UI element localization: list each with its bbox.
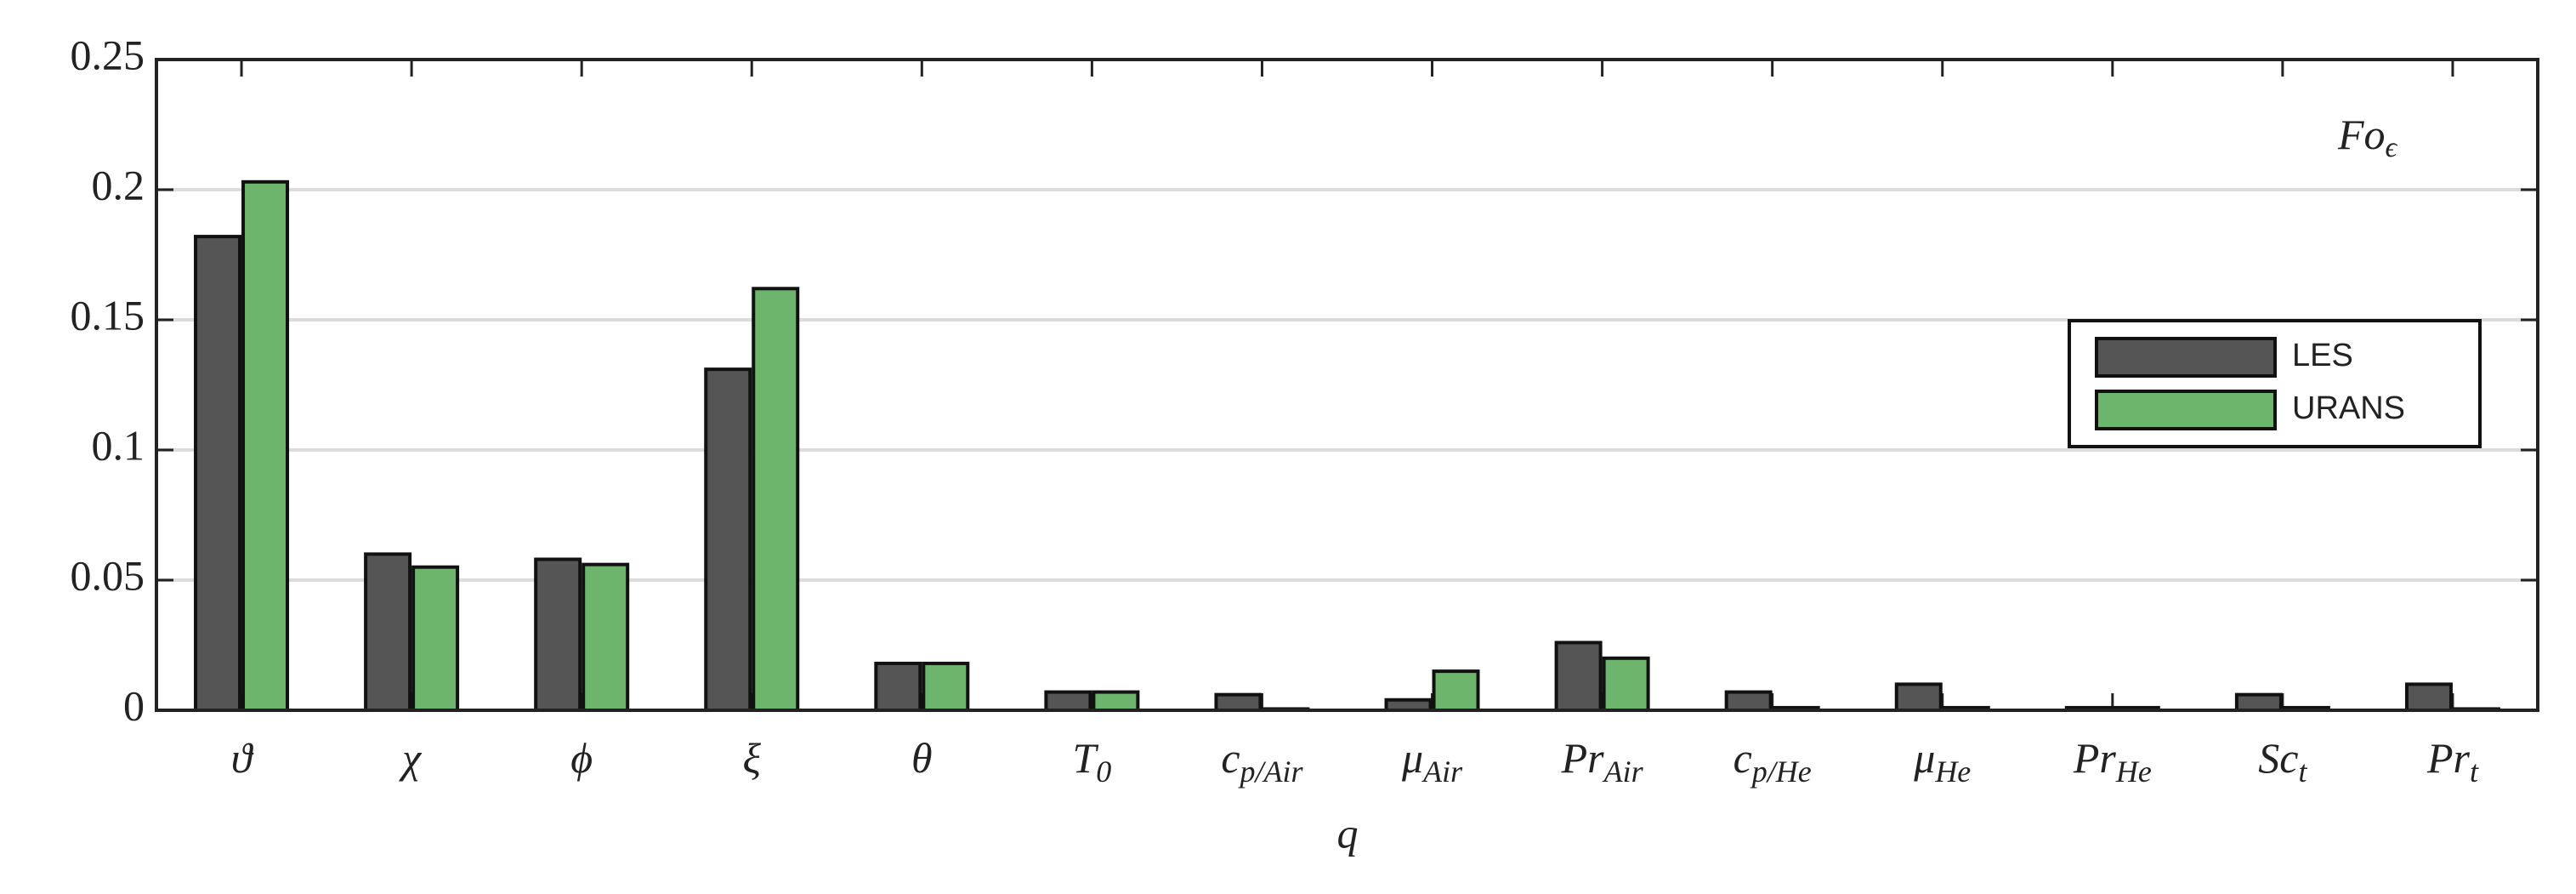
x-axis-label: q (1337, 809, 1359, 857)
x-tick-label-text: μ (1401, 734, 1423, 782)
x-tick-label: χ (399, 734, 423, 782)
x-tick-label-text: Pr (2426, 734, 2471, 782)
bar (1602, 656, 1650, 712)
x-tick-label-text: ϑ (231, 734, 254, 782)
y-tick-label: 0.2 (92, 161, 145, 208)
bar (704, 367, 752, 712)
x-tick-label-sub: He (2115, 754, 2152, 789)
x-tick-label: Prt (2426, 734, 2479, 789)
x-tick-label-text: θ (911, 734, 933, 782)
y-tick-label: 0.25 (71, 31, 145, 78)
x-tick-label-text: Pr (2073, 734, 2117, 782)
y-tick-label: 0.1 (92, 421, 145, 469)
x-tick-label-text: c (1733, 734, 1752, 782)
legend-swatch (2095, 390, 2277, 430)
bar (1554, 641, 1603, 712)
bar (1214, 692, 1262, 713)
x-tick-label: μAir (1401, 734, 1463, 789)
x-tick-label-sub: 0 (1096, 754, 1111, 789)
x-tick-label: μHe (1913, 734, 1971, 789)
x-tick-label: PrAir (1561, 734, 1644, 789)
x-tick-label-text: ϕ (570, 734, 593, 782)
annotation-text: Fo (2337, 111, 2386, 158)
y-tick-label: 0 (123, 681, 145, 729)
x-tick-label: ϑ (231, 734, 254, 782)
x-tick-label-text: Sc (2258, 734, 2298, 782)
bar (2404, 682, 2453, 713)
x-tick-label: ξ (743, 734, 762, 782)
y-tick-label: 0.05 (71, 551, 145, 599)
bar (194, 235, 242, 712)
bar (1092, 690, 1140, 713)
x-tick-label-text: ξ (743, 734, 762, 782)
bar (874, 661, 922, 712)
y-tick-label: 0.15 (71, 291, 145, 339)
x-tick-label: ϕ (570, 734, 593, 782)
x-tick-label-text: Pr (1561, 734, 1605, 782)
bar (364, 552, 412, 713)
x-tick-label-text: χ (399, 734, 423, 782)
x-tick-label-sub: p/Air (1238, 754, 1304, 789)
bar (1044, 690, 1092, 713)
x-tick-label-text: μ (1913, 734, 1935, 782)
x-tick-label-sub: t (2298, 754, 2307, 789)
x-tick-label-text: c (1221, 734, 1240, 782)
bar (534, 557, 582, 713)
x-tick-label-sub: p/He (1750, 754, 1812, 789)
x-tick-label: θ (911, 734, 933, 782)
x-tick-label-sub: He (1934, 754, 1971, 789)
legend-swatch (2095, 337, 2277, 378)
x-tick-label: PrHe (2073, 734, 2152, 789)
bar (241, 179, 290, 712)
bar (411, 565, 460, 713)
bar (1432, 669, 1480, 712)
legend-label: LES (2292, 338, 2353, 373)
annotation: Foϵ (2337, 111, 2398, 162)
x-tick-label-sub: t (2470, 754, 2479, 789)
x-tick-label: cp/He (1733, 734, 1812, 789)
bar (752, 287, 800, 712)
x-tick-label-text: T (1072, 734, 1098, 782)
x-tick-label-sub: Air (1603, 754, 1644, 789)
x-tick-label-sub: Air (1421, 754, 1463, 789)
bar (1894, 682, 1943, 713)
x-tick-label: T0 (1072, 734, 1111, 789)
legend-label: URANS (2292, 390, 2405, 426)
bar (1724, 690, 1773, 713)
plot-frame (155, 58, 2539, 712)
x-tick-label: Sct (2258, 734, 2307, 789)
bar (582, 562, 630, 713)
bar (2234, 692, 2283, 713)
x-tick-label: cp/Air (1221, 734, 1303, 789)
annotation-sub: ϵ (2386, 132, 2398, 163)
bar (922, 661, 970, 712)
